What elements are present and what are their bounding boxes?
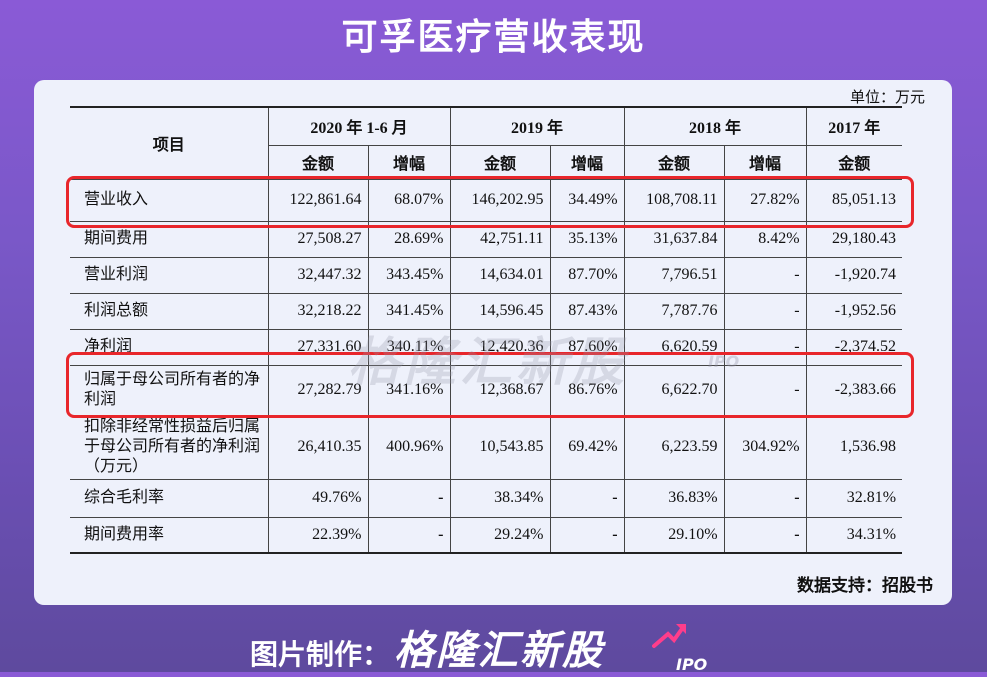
table-cell: 7,787.76 (623, 292, 725, 330)
header-period-2017: 2017 年 (805, 106, 903, 146)
row-label: 营业利润 (70, 256, 269, 294)
footer-ipo: IPO (676, 655, 708, 674)
table-cell: 49.76% (267, 478, 369, 518)
table-cell: 7,796.51 (623, 256, 725, 294)
table-cell: 38.34% (449, 478, 551, 518)
header-amount: 金额 (449, 144, 551, 180)
data-source: 数据支持：招股书 (797, 576, 933, 596)
header-amount: 金额 (267, 144, 369, 180)
table-cell: 341.16% (367, 364, 451, 416)
table-cell: - (723, 478, 807, 518)
table-cell: - (367, 478, 451, 518)
header-period-2018: 2018 年 (623, 106, 807, 146)
watermark-text: 格隆汇新股 (348, 333, 629, 393)
table-cell: 87.43% (549, 292, 625, 330)
footer-brand: 格隆汇新股 (394, 628, 605, 674)
table-cell: 26,410.35 (267, 414, 369, 480)
table-cell: 27.82% (723, 178, 807, 222)
table-cell: 6,223.59 (623, 414, 725, 480)
header-growth: 增幅 (723, 144, 807, 180)
table-cell: 14,634.01 (449, 256, 551, 294)
table-row: 利润总额 32,218.22 341.45% 14,596.45 87.43% 7,787… (70, 292, 903, 330)
table-row: 归属于母公司所有者的净利润 27,282.79 341.16% 12,368.67 86… (70, 364, 903, 416)
table-cell: - (723, 516, 807, 554)
table-cell: 68.07% (367, 178, 451, 222)
header-growth: 增幅 (367, 144, 451, 180)
table-cell: - (549, 478, 625, 518)
header-amount: 金额 (623, 144, 725, 180)
table-cell: 146,202.95 (449, 178, 551, 222)
watermark-ipo: IPO (708, 352, 740, 371)
highlight-revenue-row (66, 176, 914, 228)
table-cell: 343.45% (367, 256, 451, 294)
table-cell: 34.49% (549, 178, 625, 222)
table-cell: - (723, 328, 807, 366)
table-cell: 29.24% (449, 516, 551, 554)
table-cell: 304.92% (723, 414, 807, 480)
table-cell: 400.96% (367, 414, 451, 480)
table-cell: 22.39% (267, 516, 369, 554)
header-period-2019: 2019 年 (449, 106, 625, 146)
table-cell: 10,543.85 (449, 414, 551, 480)
financial-table: 项目 2020 年 1-6 月 2019 年 2018 年 2017 年 金额 … (70, 106, 903, 554)
table-cell: 85,051.13 (805, 178, 903, 222)
table-cell: - (549, 516, 625, 554)
table-row: 扣除非经常性损益后归属于母公司所有者的净利润（万元） 26,410.35 400.9… (70, 414, 903, 480)
page-title: 可孚医疗营收表现 (341, 17, 646, 58)
header-item: 项目 (70, 106, 269, 180)
row-label: 利润总额 (70, 292, 269, 330)
table-row: 期间费用率 22.39% -29.24% -29.10% -34.31% (70, 516, 903, 554)
table-cell: 34.31% (805, 516, 903, 554)
table-cell: - (723, 256, 807, 294)
table-cell: 36.83% (623, 478, 725, 518)
table-cell: 14,596.45 (449, 292, 551, 330)
unit-label: 单位：万元 (849, 90, 925, 106)
table-row: 营业收入 122,861.64 68.07% 146,202.95 34.49% 108,… (70, 178, 903, 222)
table-cell: 12,420.36 (449, 328, 551, 366)
table-cell: - (367, 516, 451, 554)
table-cell: 27,282.79 (267, 364, 369, 416)
highlight-net-profit-parent-row (66, 352, 914, 418)
table-cell: 32.81% (805, 478, 903, 518)
table-cell: - (723, 292, 807, 330)
table-row: 净利润 27,331.60 340.11% 12,420.36 87.60% 6,620.… (70, 328, 903, 366)
table-cell: 87.60% (549, 328, 625, 366)
row-label: 扣除非经常性损益后归属于母公司所有者的净利润（万元） (70, 414, 269, 480)
table-cell: -1,952.56 (805, 292, 903, 330)
table-row: 营业利润 32,447.32 343.45% 14,634.01 87.70% 7,796… (70, 256, 903, 294)
table-cell: -1,920.74 (805, 256, 903, 294)
table-cell: 32,447.32 (267, 256, 369, 294)
table-cell: -2,383.66 (805, 364, 903, 416)
header-growth: 增幅 (549, 144, 625, 180)
table-cell: 122,861.64 (267, 178, 369, 222)
row-label: 综合毛利率 (70, 478, 269, 518)
footer-credit: 图片制作： 格隆汇新股 (250, 618, 604, 676)
table-cell: 12,368.67 (449, 364, 551, 416)
row-label: 净利润 (70, 328, 269, 366)
row-label: 期间费用率 (70, 516, 269, 554)
header-period-2020h1: 2020 年 1-6 月 (267, 106, 451, 146)
header-amount: 金额 (805, 144, 903, 180)
table-cell: 69.42% (549, 414, 625, 480)
table-cell: 32,218.22 (267, 292, 369, 330)
table-cell: -2,374.52 (805, 328, 903, 366)
table-cell: 29.10% (623, 516, 725, 554)
table-cell: 1,536.98 (805, 414, 903, 480)
footer-prefix: 图片制作： (250, 638, 391, 671)
table-row: 综合毛利率 49.76% -38.34% -36.83% -32.81% (70, 478, 903, 518)
row-label: 归属于母公司所有者的净利润 (70, 364, 269, 416)
table-cell: 86.76% (549, 364, 625, 416)
table-cell: 87.70% (549, 256, 625, 294)
trend-arrow-icon (652, 624, 686, 648)
